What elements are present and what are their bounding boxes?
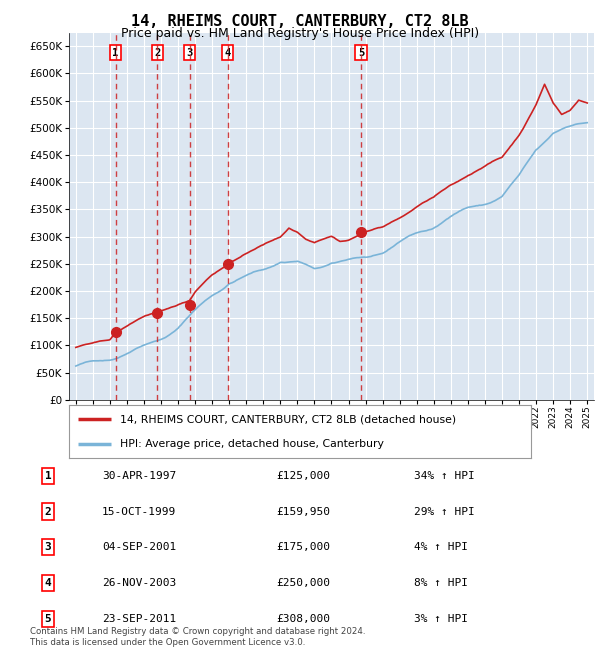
- Text: £159,950: £159,950: [276, 506, 330, 517]
- Text: £308,000: £308,000: [276, 614, 330, 624]
- Text: 30-APR-1997: 30-APR-1997: [102, 471, 176, 481]
- Text: Price paid vs. HM Land Registry's House Price Index (HPI): Price paid vs. HM Land Registry's House …: [121, 27, 479, 40]
- Text: £250,000: £250,000: [276, 578, 330, 588]
- Text: 4: 4: [44, 578, 52, 588]
- Text: 1: 1: [112, 47, 119, 58]
- Text: 04-SEP-2001: 04-SEP-2001: [102, 542, 176, 552]
- Text: 1: 1: [44, 471, 52, 481]
- Text: 3: 3: [44, 542, 52, 552]
- Text: £175,000: £175,000: [276, 542, 330, 552]
- Text: 14, RHEIMS COURT, CANTERBURY, CT2 8LB (detached house): 14, RHEIMS COURT, CANTERBURY, CT2 8LB (d…: [120, 414, 456, 424]
- Text: 3% ↑ HPI: 3% ↑ HPI: [414, 614, 468, 624]
- Text: 4% ↑ HPI: 4% ↑ HPI: [414, 542, 468, 552]
- Text: 14, RHEIMS COURT, CANTERBURY, CT2 8LB: 14, RHEIMS COURT, CANTERBURY, CT2 8LB: [131, 14, 469, 29]
- Text: 2: 2: [154, 47, 161, 58]
- Text: HPI: Average price, detached house, Canterbury: HPI: Average price, detached house, Cant…: [120, 439, 383, 449]
- Text: £125,000: £125,000: [276, 471, 330, 481]
- Text: 34% ↑ HPI: 34% ↑ HPI: [414, 471, 475, 481]
- Text: 2: 2: [44, 506, 52, 517]
- Text: 23-SEP-2011: 23-SEP-2011: [102, 614, 176, 624]
- Text: 5: 5: [358, 47, 364, 58]
- Text: 8% ↑ HPI: 8% ↑ HPI: [414, 578, 468, 588]
- Text: 15-OCT-1999: 15-OCT-1999: [102, 506, 176, 517]
- Text: Contains HM Land Registry data © Crown copyright and database right 2024.
This d: Contains HM Land Registry data © Crown c…: [30, 627, 365, 647]
- Text: 29% ↑ HPI: 29% ↑ HPI: [414, 506, 475, 517]
- Text: 5: 5: [44, 614, 52, 624]
- Text: 26-NOV-2003: 26-NOV-2003: [102, 578, 176, 588]
- Text: 4: 4: [224, 47, 230, 58]
- Text: 3: 3: [187, 47, 193, 58]
